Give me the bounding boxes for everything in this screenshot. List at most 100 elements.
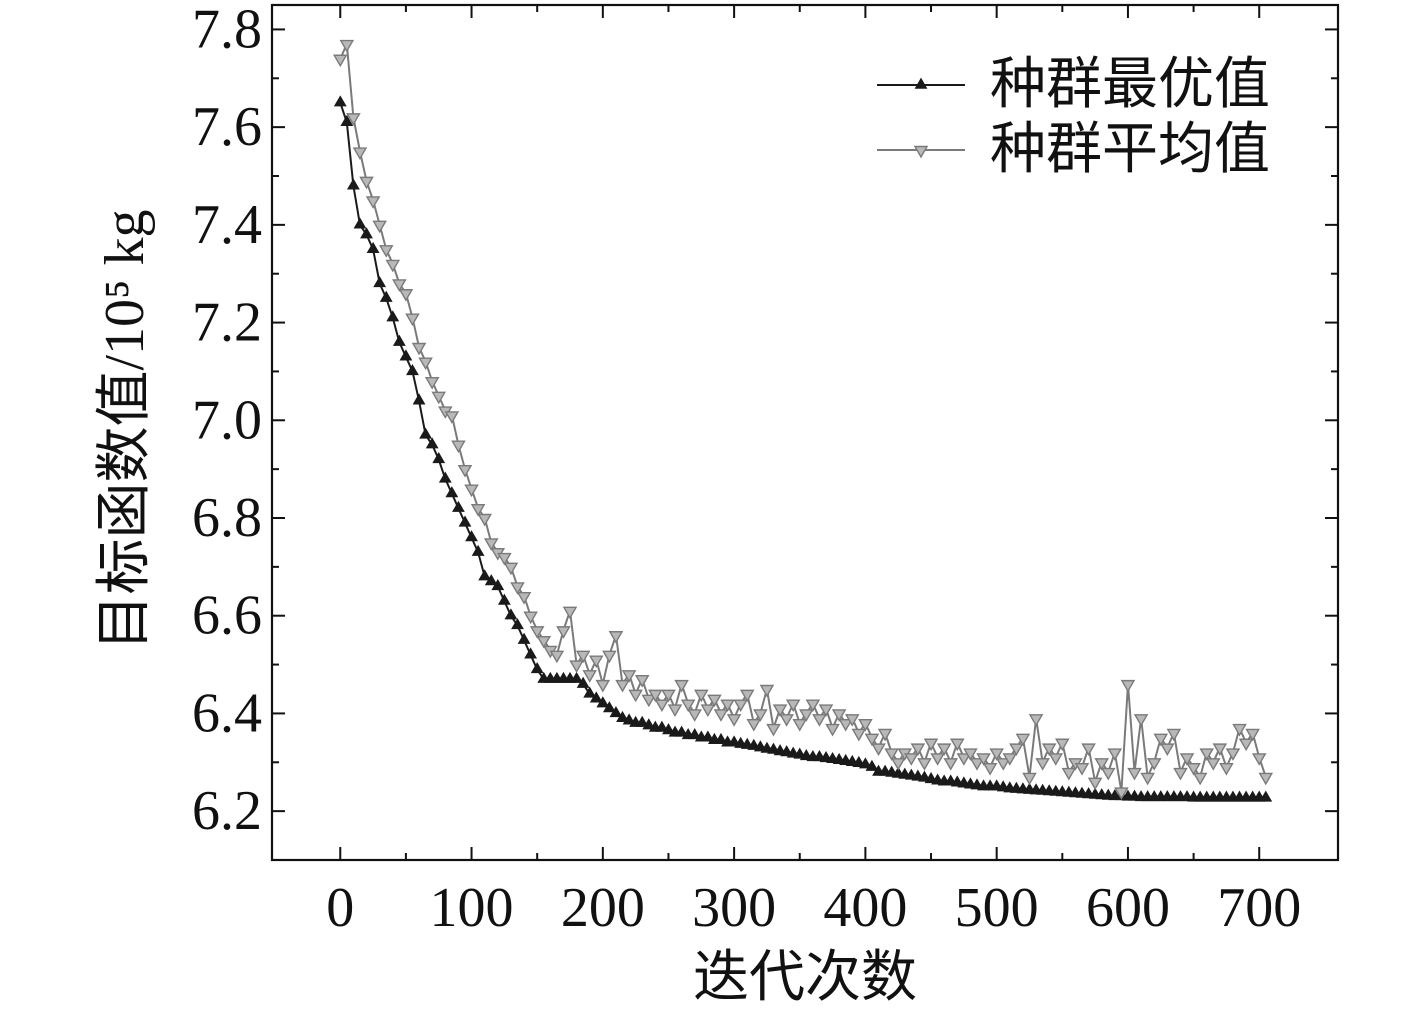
- mean-series-point: [910, 743, 926, 757]
- mean-series-point: [431, 391, 447, 405]
- x-axis-title: 迭代次数: [693, 947, 917, 1009]
- mean-series-point: [1199, 748, 1214, 761]
- mean-series-point: [746, 719, 762, 732]
- mean-series-point: [451, 440, 466, 454]
- best-series-point: [386, 310, 400, 322]
- mean-series-point: [726, 714, 742, 727]
- mean-series-point: [1179, 753, 1195, 766]
- mean-series-point: [785, 699, 801, 713]
- mean-series-point: [392, 279, 407, 292]
- y-tick-label: 6.8: [192, 487, 262, 549]
- mean-series-point: [812, 714, 827, 727]
- mean-series-point: [562, 606, 578, 620]
- mean-series-point: [792, 719, 808, 732]
- mean-series-point: [890, 758, 906, 771]
- best-series-point: [471, 544, 485, 556]
- best-series-point: [425, 437, 439, 449]
- mean-series-point: [352, 147, 368, 160]
- best-series-point: [432, 451, 446, 464]
- best-series-point: [576, 676, 590, 688]
- mean-series-point: [359, 176, 374, 190]
- mean-series-point: [1100, 767, 1116, 781]
- mean-series-point: [779, 714, 794, 727]
- mean-series-point: [648, 689, 663, 703]
- mean-series-point: [1074, 762, 1090, 776]
- mean-series-point: [1232, 723, 1247, 737]
- mean-series-point: [1061, 767, 1077, 781]
- x-tick-label: 500: [955, 877, 1039, 939]
- mean-series-point: [739, 689, 755, 703]
- x-tick-label: 400: [823, 877, 907, 939]
- mean-series-point: [378, 245, 394, 258]
- mean-series-point: [365, 196, 381, 209]
- mean-series-point: [720, 699, 735, 713]
- best-series-point: [399, 349, 413, 361]
- mean-series-point: [398, 289, 414, 302]
- legend-marker-best: [914, 77, 928, 89]
- best-series-point: [596, 696, 610, 708]
- mean-series-point: [497, 552, 512, 566]
- best-series-point: [445, 486, 459, 498]
- mean-series-point: [641, 694, 657, 708]
- x-tick-label: 100: [430, 877, 514, 939]
- mean-series-point: [963, 748, 978, 761]
- mean-series-point: [877, 728, 893, 742]
- best-series-point: [504, 608, 518, 620]
- mean-series-point: [694, 689, 709, 703]
- best-series-point: [419, 427, 433, 439]
- best-series-point: [635, 715, 649, 727]
- best-series-point: [865, 759, 879, 771]
- mean-series-point: [1133, 714, 1149, 727]
- mean-series-point: [1127, 767, 1142, 781]
- mean-series-point: [575, 650, 591, 664]
- mean-series-point: [332, 54, 348, 68]
- mean-series-point: [503, 562, 519, 576]
- mean-series-point: [871, 743, 886, 757]
- mean-series-point: [529, 626, 545, 639]
- legend-marker-mean: [913, 145, 929, 159]
- mean-series-point: [766, 723, 781, 737]
- mean-series-point: [943, 758, 958, 771]
- mean-series-point: [858, 719, 873, 732]
- best-series-point: [793, 747, 807, 759]
- mean-series-point: [1094, 758, 1109, 771]
- y-axis-title: 目标函数值/10⁵ kg: [94, 209, 156, 650]
- mean-series-point: [346, 113, 361, 126]
- mean-series-point: [923, 738, 939, 752]
- mean-series-point: [969, 758, 985, 771]
- best-series-point: [524, 647, 538, 659]
- mean-series-point: [602, 650, 617, 664]
- best-series-point: [714, 732, 728, 744]
- best-series-point: [852, 755, 866, 767]
- x-tick-label: 0: [326, 877, 354, 939]
- mean-series-point: [1048, 753, 1064, 766]
- mean-series-point: [1173, 767, 1188, 781]
- best-series-point: [484, 574, 498, 586]
- best-series-point: [360, 227, 373, 239]
- best-series-point: [379, 290, 393, 302]
- mean-series-point: [615, 679, 630, 693]
- mean-series-point: [477, 513, 492, 527]
- best-series-point: [346, 178, 360, 190]
- mean-series-point: [904, 753, 919, 766]
- plot-frame: [270, 3, 1340, 862]
- best-series-point: [497, 593, 511, 605]
- best-series-point: [530, 662, 544, 674]
- y-tick-label: 7.0: [192, 389, 262, 451]
- mean-series-point: [595, 679, 611, 693]
- best-series-point: [589, 691, 603, 703]
- best-series-point: [1259, 790, 1273, 802]
- y-tick-label: 6.2: [192, 780, 262, 842]
- legend-label-mean: 种群平均值: [990, 119, 1270, 181]
- best-series-point: [366, 241, 380, 253]
- mean-series-point: [930, 753, 945, 766]
- mean-series-point: [510, 582, 525, 595]
- x-tick-label: 300: [692, 877, 776, 939]
- mean-series-point: [713, 709, 729, 722]
- mean-series-point: [1245, 728, 1260, 742]
- mean-series-point: [818, 704, 834, 717]
- mean-series-point: [1160, 743, 1175, 757]
- legend-label-best: 种群最优值: [990, 54, 1270, 116]
- mean-series-point: [1107, 748, 1123, 761]
- best-series-point: [517, 632, 531, 644]
